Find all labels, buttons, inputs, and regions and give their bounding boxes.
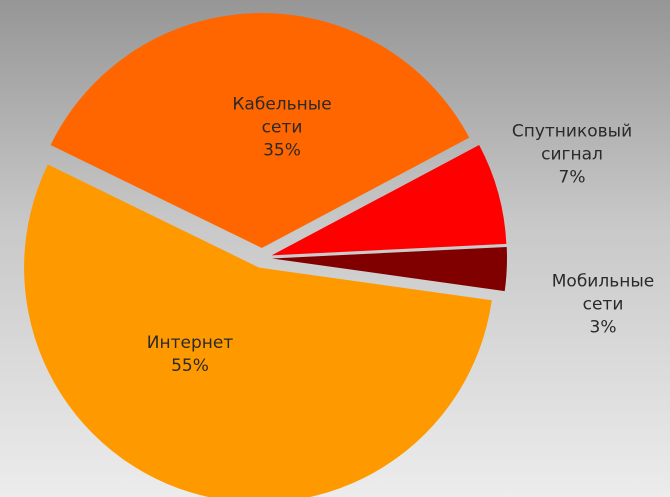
- value-label: 35%: [263, 140, 301, 161]
- category-label: Мобильные сети: [551, 271, 655, 315]
- slice-label: Мобильные сети 3%: [538, 271, 668, 340]
- category-label: Интернет: [146, 333, 234, 353]
- value-label: 7%: [558, 167, 586, 188]
- pie-slice: [24, 164, 492, 497]
- slice-label: Спутниковый сигнал 7%: [507, 121, 637, 190]
- pie-slice: [271, 145, 507, 256]
- slice-label: Кабельные сети 35%: [217, 94, 347, 163]
- pie-slice: [50, 13, 470, 249]
- category-label: Спутниковый сигнал: [511, 121, 633, 165]
- value-label: 3%: [589, 317, 617, 338]
- category-label: Кабельные сети: [232, 94, 332, 138]
- value-label: 55%: [171, 356, 209, 376]
- slice-label: Интернет 55%: [125, 332, 255, 378]
- pie-slice: [271, 246, 507, 292]
